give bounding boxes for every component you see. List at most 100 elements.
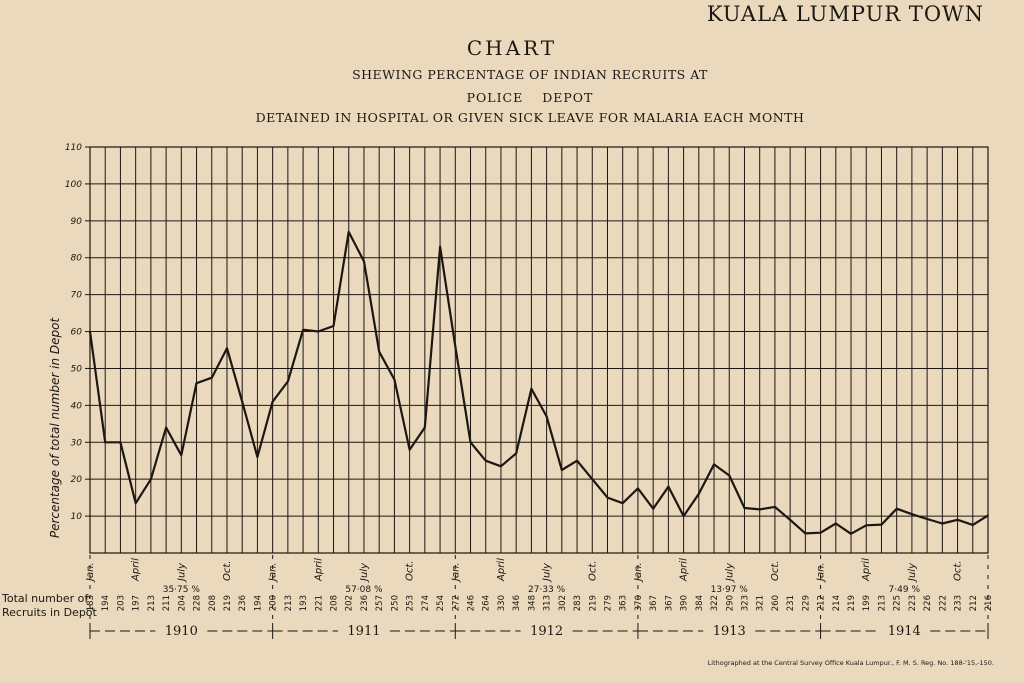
data-point [500, 465, 502, 468]
data-point [210, 376, 213, 379]
month-label: April [131, 558, 142, 582]
data-point [698, 493, 700, 495]
recruit-count: 219 [588, 595, 598, 611]
recruit-count: 330 [497, 595, 507, 611]
year-percent: 35·75 % [163, 585, 201, 595]
data-point [652, 507, 654, 510]
data-point [165, 426, 167, 429]
data-point [134, 502, 137, 504]
data-point [758, 508, 761, 511]
year-label: 1912 [530, 624, 563, 639]
recruit-count: 214 [832, 595, 842, 611]
recruit-count: 257 [375, 595, 385, 611]
recruit-count: 203 [116, 595, 126, 611]
data-point [302, 328, 304, 331]
chart-subtitle-line-1: SHEWING PERCENTAGE OF INDIAN RECRUITS AT [352, 67, 708, 82]
data-point [804, 532, 807, 535]
recruit-count: 194 [253, 595, 263, 611]
data-point [956, 518, 959, 521]
y-tick-label: 80 [71, 254, 83, 264]
recruit-count: 202 [345, 595, 355, 611]
recruit-count: 384 [695, 595, 705, 611]
y-tick-label: 10 [71, 512, 83, 522]
recruit-count: 194 [101, 595, 111, 611]
series-line [88, 230, 989, 535]
data-point [119, 441, 122, 444]
data-point [850, 533, 852, 535]
data-point [195, 382, 198, 385]
year-percent: 13·97 % [711, 585, 749, 595]
recruit-count: 274 [421, 595, 431, 611]
recruit-count: 213 [877, 595, 887, 611]
month-label: April [679, 558, 690, 582]
month-label: Jan. [633, 562, 644, 583]
data-point [393, 378, 396, 381]
year-label: 1913 [713, 624, 746, 639]
data-point [317, 330, 320, 333]
recruit-count: 219 [223, 595, 233, 611]
year-label: 1914 [888, 624, 921, 639]
recruits-row-label: Total number of Recruits in Depot [2, 592, 97, 620]
grid [85, 146, 989, 554]
year-percent: 7·49 % [889, 585, 921, 595]
month-label: Jan. [450, 562, 461, 583]
recruit-count: 222 [938, 595, 948, 611]
y-axis-ticks: 10 20 30 40 50 60 70 80 90 100 110 [65, 143, 82, 522]
recruit-count: 213 [284, 595, 294, 611]
data-point [576, 459, 578, 462]
lithograph-credit: Lithographed at the Central Survey Offic… [707, 659, 994, 667]
month-label: July [724, 562, 735, 583]
data-point [363, 260, 365, 263]
y-tick-label: 100 [65, 180, 82, 190]
recruit-count: 212 [969, 595, 979, 611]
recruit-count: 236 [238, 595, 248, 611]
data-point [424, 426, 426, 429]
recruit-count: 225 [893, 595, 903, 611]
y-tick-label: 20 [71, 475, 83, 485]
y-tick-label: 40 [71, 401, 83, 411]
recruit-count: 313 [543, 595, 553, 611]
data-point [530, 387, 533, 390]
month-label: July [359, 562, 370, 583]
recruit-count: 197 [132, 595, 142, 611]
recruit-count: 216 [984, 595, 994, 611]
recruit-count: 223 [908, 595, 918, 611]
data-point [789, 518, 791, 521]
data-point [606, 496, 609, 499]
data-point [834, 522, 837, 525]
data-point [515, 452, 517, 455]
recruit-count: 228 [193, 595, 203, 611]
data-point [287, 380, 289, 383]
data-point [667, 485, 670, 488]
data-point [378, 351, 380, 353]
y-tick-label: 60 [71, 328, 83, 338]
recruit-count: 211 [162, 595, 172, 611]
month-label: April [496, 558, 507, 582]
month-label: Oct. [587, 561, 598, 581]
y-tick-label: 110 [65, 143, 82, 153]
recruit-count: 250 [390, 595, 400, 611]
y-tick-label: 50 [71, 364, 83, 374]
month-label: Oct. [770, 561, 781, 581]
recruit-count: 254 [436, 595, 446, 611]
year-label: 1910 [165, 624, 198, 639]
data-point [911, 513, 913, 516]
data-point [180, 454, 183, 456]
y-tick-label: 30 [71, 438, 83, 448]
month-label: July [542, 562, 553, 583]
recruit-count: 199 [862, 595, 872, 611]
recruit-count: 283 [573, 595, 583, 611]
recruit-count: 363 [619, 595, 629, 611]
recruit-count: 204 [177, 595, 187, 611]
data-point [621, 502, 624, 504]
data-point [637, 487, 639, 490]
recruit-count: 183 [86, 595, 96, 611]
town-heading: KUALA LUMPUR TOWN [706, 2, 984, 26]
data-point [454, 345, 457, 348]
recruit-count: 253 [406, 595, 416, 611]
month-label: Jan. [268, 562, 279, 583]
data-point [226, 347, 228, 349]
data-point [728, 474, 731, 477]
recruit-count: 208 [330, 595, 340, 611]
